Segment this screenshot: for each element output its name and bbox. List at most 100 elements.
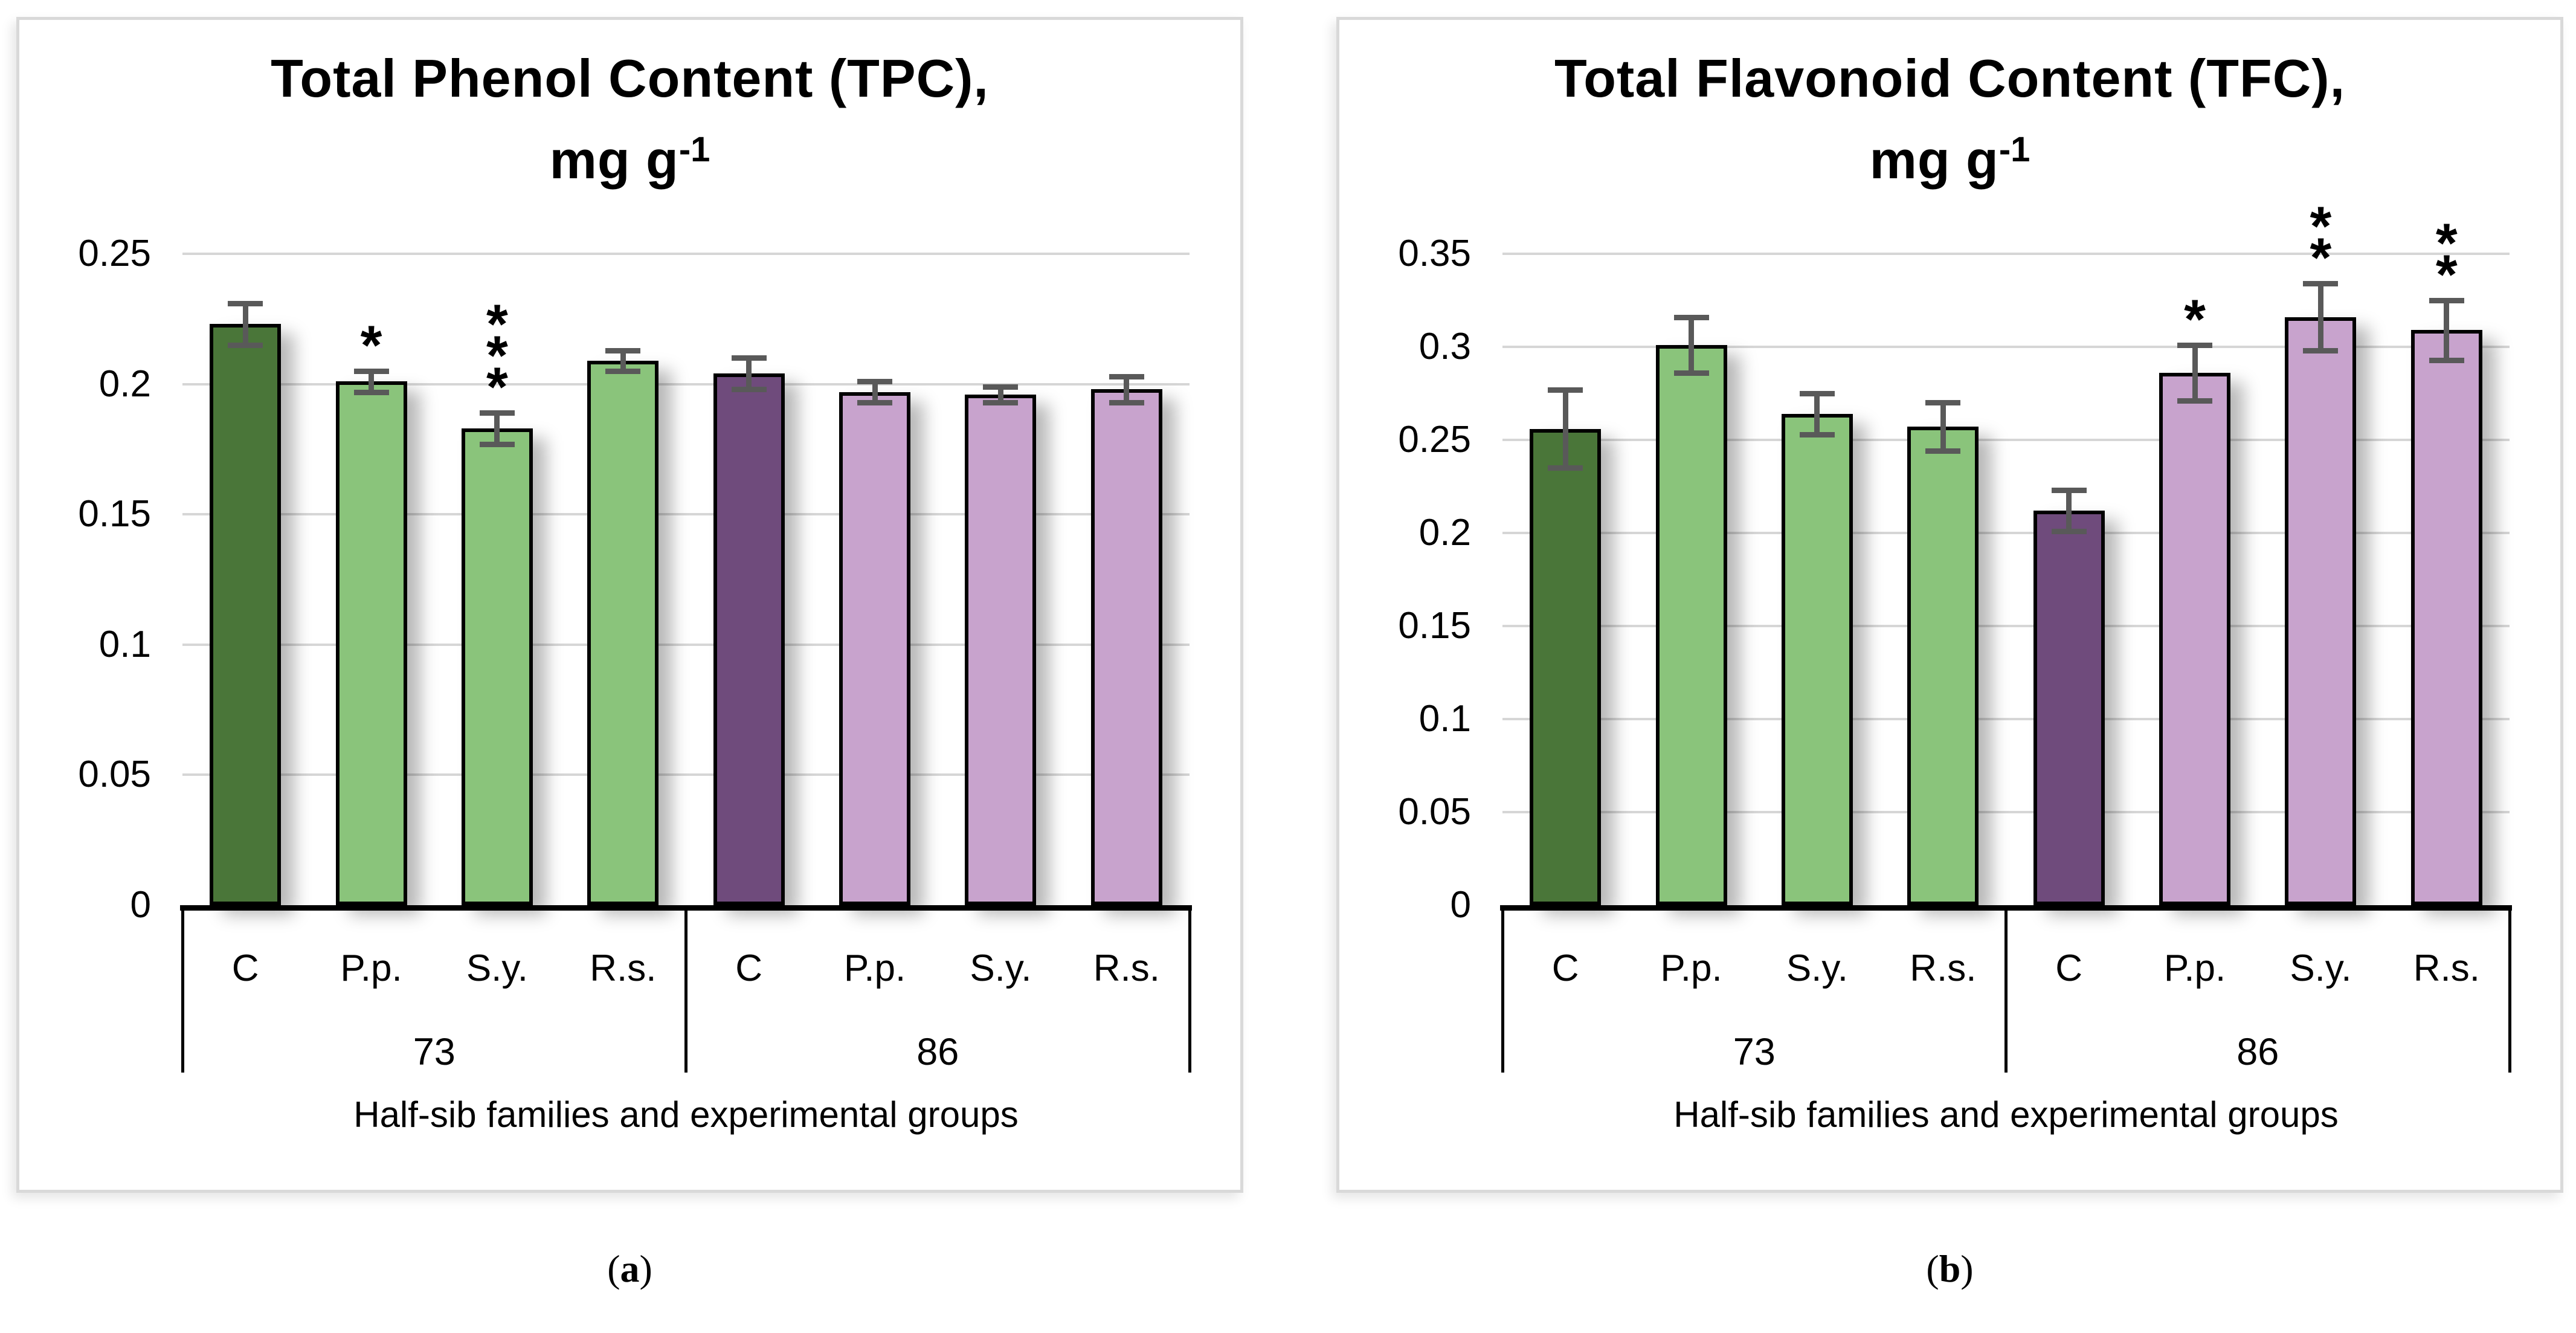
- error-bar-cap-top: [1673, 314, 1709, 320]
- bar-Rs-86: [1090, 389, 1162, 905]
- bar-Sy-86: [965, 394, 1037, 905]
- error-bar-cap-top: [2051, 488, 2087, 494]
- error-bar-line: [1124, 376, 1130, 402]
- y-axis-tick-label: 0.1: [1418, 698, 1471, 740]
- error-bar-cap-bottom: [2177, 398, 2213, 404]
- error-bar-cap-bottom: [2303, 348, 2339, 354]
- error-bar-cap-top: [228, 300, 263, 306]
- error-bar-line: [2066, 490, 2072, 531]
- error-bar-cap-top: [353, 369, 389, 375]
- gridline: [1502, 253, 2510, 255]
- caption-letter: b: [1939, 1247, 1961, 1290]
- error-bar-cap-top: [731, 355, 767, 361]
- significance-asterisks: * *: [2435, 213, 2458, 306]
- error-bar-cap-top: [1925, 400, 1961, 406]
- x-category-label: C: [231, 947, 259, 989]
- y-axis-tick-label: 0.05: [1398, 791, 1471, 833]
- x-category-label: R.s.: [2413, 947, 2480, 989]
- gridline: [1502, 718, 2510, 720]
- error-bar-cap-bottom: [857, 399, 893, 405]
- error-bar-cap-bottom: [353, 389, 389, 395]
- gridline: [182, 643, 1190, 646]
- error-bar-line: [2444, 300, 2450, 360]
- bar-Pp-73: [1655, 344, 1727, 905]
- error-bar-cap-top: [1109, 373, 1144, 379]
- error-bar-cap-bottom: [479, 441, 515, 447]
- chart-title-line1: Total Phenol Content (TPC),: [271, 48, 989, 108]
- x-category-label: C: [735, 947, 763, 989]
- x-category-label: R.s.: [1910, 947, 1977, 989]
- subfigure-caption-a: (a): [16, 1240, 1243, 1298]
- unit-base: mg g: [1869, 130, 1999, 190]
- x-category-label: S.y.: [2290, 947, 2352, 989]
- x-axis-title: Half-sib families and experimental group…: [353, 1094, 1019, 1135]
- gridline: [1502, 811, 2510, 813]
- x-axis-separator: [1501, 911, 1504, 1073]
- error-bar-cap-bottom: [228, 342, 263, 348]
- error-bar-cap-top: [2429, 298, 2464, 303]
- x-category-label: R.s.: [590, 947, 657, 989]
- bar-C-86: [713, 373, 785, 905]
- error-bar-line: [2317, 283, 2323, 351]
- error-bar-cap-top: [857, 379, 893, 385]
- bar-Sy-73: [461, 428, 533, 905]
- x-axis-separator: [2004, 911, 2008, 1073]
- caption-paren-close: ): [1960, 1247, 1974, 1290]
- bar-C-86: [2033, 511, 2105, 905]
- y-axis-tick-label: 0.3: [1418, 326, 1471, 367]
- error-bar-cap-bottom: [1673, 370, 1709, 376]
- significance-asterisks: *: [360, 315, 382, 377]
- error-bar-cap-bottom: [983, 399, 1019, 405]
- x-group-label: 86: [2236, 1031, 2279, 1073]
- x-axis-separator: [181, 911, 184, 1073]
- x-axis-separator: [2508, 911, 2511, 1073]
- x-axis-separator: [684, 911, 687, 1073]
- bar-C-73: [1530, 428, 1602, 905]
- y-axis-tick-label: 0.15: [78, 493, 151, 535]
- error-bar-cap-bottom: [2429, 357, 2464, 363]
- error-bar-cap-bottom: [2051, 528, 2087, 534]
- y-axis-tick-label: 0.05: [78, 754, 151, 796]
- error-bar-line: [1940, 402, 1946, 451]
- error-bar-line: [1562, 389, 1568, 468]
- chart-panel-tfc: Total Flavonoid Content (TFC), mg g-1 0 0.0…: [1336, 17, 2563, 1193]
- y-axis-tick-label: 0: [130, 884, 151, 926]
- error-bar-cap-top: [983, 384, 1019, 390]
- significance-asterisks: * *: [2310, 196, 2332, 289]
- error-bar-line: [746, 358, 752, 390]
- subfigure-caption-b: (b): [1336, 1240, 2563, 1298]
- x-category-label: S.y.: [466, 947, 529, 989]
- x-axis-title: Half-sib families and experimental group…: [1673, 1094, 2339, 1135]
- error-bar-line: [369, 371, 375, 392]
- gridline: [1502, 625, 2510, 627]
- chart-title-line1: Total Flavonoid Content (TFC),: [1554, 48, 2346, 108]
- x-axis-line: [180, 905, 1192, 911]
- error-bar-cap-top: [1548, 387, 1583, 393]
- error-bar-cap-bottom: [1799, 431, 1835, 437]
- chart-title-unit: mg g-1: [1339, 117, 2560, 193]
- gridline: [182, 253, 1190, 255]
- y-axis-tick-label: 0.25: [78, 233, 151, 274]
- x-category-label: S.y.: [1786, 947, 1849, 989]
- significance-asterisks: * * *: [486, 294, 508, 419]
- caption-paren-open: (: [1926, 1247, 1939, 1290]
- y-axis-tick-label: 0.2: [1418, 512, 1471, 554]
- bar-Sy-73: [1781, 413, 1853, 905]
- caption-paren-open: (: [607, 1247, 620, 1290]
- error-bar-cap-bottom: [1109, 399, 1144, 405]
- gridline: [1502, 346, 2510, 348]
- error-bar-cap-top: [2303, 281, 2339, 287]
- x-axis-line: [1500, 905, 2512, 911]
- bar-Pp-86: [839, 392, 911, 905]
- caption-letter: a: [620, 1247, 640, 1290]
- error-bar-cap-bottom: [1925, 448, 1961, 454]
- error-bar-line: [1814, 393, 1820, 434]
- error-bar-cap-top: [605, 347, 641, 353]
- bar-Rs-73: [1907, 427, 1979, 905]
- x-category-label: R.s.: [1093, 947, 1160, 989]
- x-category-label: C: [2055, 947, 2083, 989]
- bar-C-73: [210, 324, 282, 905]
- error-bar-line: [242, 303, 248, 345]
- gridline: [1502, 532, 2510, 534]
